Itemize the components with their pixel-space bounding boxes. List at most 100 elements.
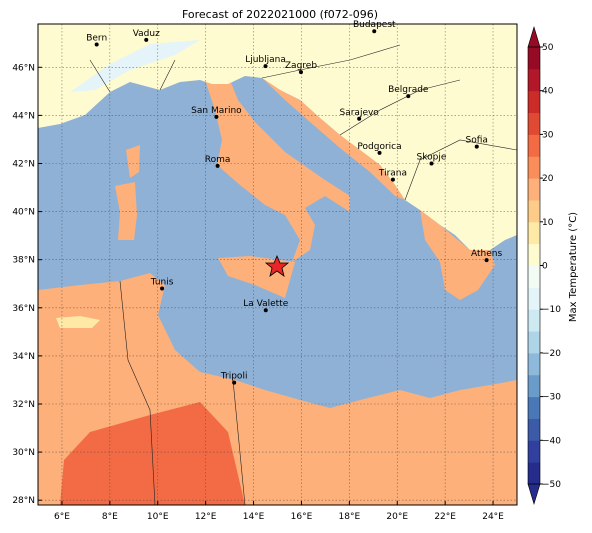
colorbar-band: [528, 156, 540, 179]
x-tick-label: 8°E: [102, 512, 118, 522]
colorbar-band: [528, 265, 540, 288]
colorbar-extend-top: [527, 25, 541, 48]
city-label: Sofia: [466, 136, 488, 146]
city-label: Tunis: [150, 278, 174, 288]
city-dot: [160, 286, 165, 291]
map-frame: [37, 23, 518, 506]
colorbar-band: [528, 178, 540, 201]
city-dot: [94, 42, 99, 47]
colorbar-band: [528, 134, 540, 157]
x-tick-label: 12°E: [195, 512, 217, 522]
colorbar-extend-bottom: [527, 483, 541, 506]
city-dot: [215, 163, 220, 168]
y-tick-label: 34°N: [12, 352, 35, 362]
italy: [170, 70, 350, 262]
colorbar-tick-label: −50: [542, 480, 561, 490]
y-tick-label: 38°N: [12, 256, 35, 266]
colorbar-band: [528, 47, 540, 70]
city-label: Belgrade: [388, 85, 429, 95]
colorbar-band: [528, 440, 540, 463]
y-tick-label: 36°N: [12, 304, 35, 314]
city-dot: [144, 37, 149, 42]
colorbar-band: [528, 396, 540, 419]
y-tick-label: 30°N: [12, 448, 35, 458]
colorbar-band: [528, 352, 540, 376]
balkan-coast: [262, 78, 405, 200]
city-label: Budapest: [353, 20, 396, 30]
city-dot: [474, 144, 479, 149]
colorbar-band: [528, 199, 540, 223]
city-label: Roma: [205, 155, 231, 165]
y-tick-label: 32°N: [12, 400, 35, 410]
city-dot: [263, 308, 268, 313]
colorbar-tick-label: 50: [542, 43, 554, 53]
x-tick-label: 16°E: [291, 512, 313, 522]
colorbar-band: [528, 112, 540, 135]
colorbar-tick-label: 0: [542, 262, 548, 272]
city-dot: [263, 64, 268, 69]
greece: [420, 210, 495, 300]
africa-coast: [56, 316, 100, 328]
colorbar-tick-label: −30: [542, 393, 561, 403]
city-label: Athens: [471, 249, 502, 259]
city-label: Podgorica: [357, 142, 401, 152]
city-label: Sarajevo: [340, 108, 380, 118]
city-dot: [390, 177, 395, 182]
map-area: [38, 24, 517, 505]
corsica: [126, 145, 140, 178]
colorbar-band: [528, 418, 540, 441]
city-label: Zagreb: [285, 61, 317, 71]
city-dot: [429, 161, 434, 166]
city-label: Skopje: [417, 152, 447, 162]
colorbar-band: [528, 374, 540, 398]
forecast-location-star: [264, 254, 290, 277]
y-tick-label: 42°N: [12, 159, 35, 169]
y-tick-label: 46°N: [12, 63, 35, 73]
x-tick-label: 24°E: [482, 512, 504, 522]
city-dot: [214, 114, 219, 119]
colorbar-tick-label: 30: [542, 130, 554, 140]
colorbar-band: [528, 309, 540, 332]
title: Forecast of 2022021000 (f072-096): [182, 8, 378, 21]
city-dot: [377, 150, 382, 155]
city-dot: [298, 70, 303, 75]
x-tick-label: 18°E: [339, 512, 361, 522]
city-dot: [372, 29, 377, 34]
colorbar-label: Max Temperature (°C): [568, 212, 579, 322]
city-label: Tripoli: [220, 372, 248, 382]
colorbar-tick-label: 20: [542, 174, 554, 184]
colorbar-band: [528, 462, 540, 485]
colorbar-tick-label: −20: [542, 349, 561, 359]
colorbar-tick-label: −10: [542, 305, 561, 315]
y-tick-label: 28°N: [12, 496, 35, 506]
colorbar-tick-label: 10: [542, 218, 554, 228]
city-dot: [357, 116, 362, 121]
y-tick-label: 44°N: [12, 111, 35, 121]
sardinia: [115, 182, 137, 240]
city-label: Tirana: [378, 169, 407, 179]
colorbar-band: [528, 331, 540, 354]
city-label: Bern: [86, 33, 107, 43]
x-tick-label: 20°E: [386, 512, 408, 522]
city-dot: [406, 94, 411, 99]
alps: [70, 40, 200, 92]
city-label: La Valette: [243, 299, 288, 309]
colorbar-band: [528, 90, 540, 114]
city-dot: [232, 380, 237, 385]
colorbar-band: [528, 243, 540, 266]
colorbar-tick-label: 40: [542, 87, 554, 97]
borders: [89, 44, 517, 505]
x-tick-label: 22°E: [434, 512, 456, 522]
city-label: Vaduz: [133, 29, 160, 39]
city-dot: [484, 258, 489, 263]
x-tick-label: 10°E: [147, 512, 169, 522]
x-tick-label: 6°E: [54, 512, 70, 522]
colorbar-band: [528, 221, 540, 245]
x-tick-label: 14°E: [243, 512, 265, 522]
colorbar-tick-label: −40: [542, 436, 561, 446]
colorbar-band: [528, 68, 540, 92]
colorbar-band: [528, 287, 540, 310]
city-label: San Marino: [191, 106, 242, 116]
